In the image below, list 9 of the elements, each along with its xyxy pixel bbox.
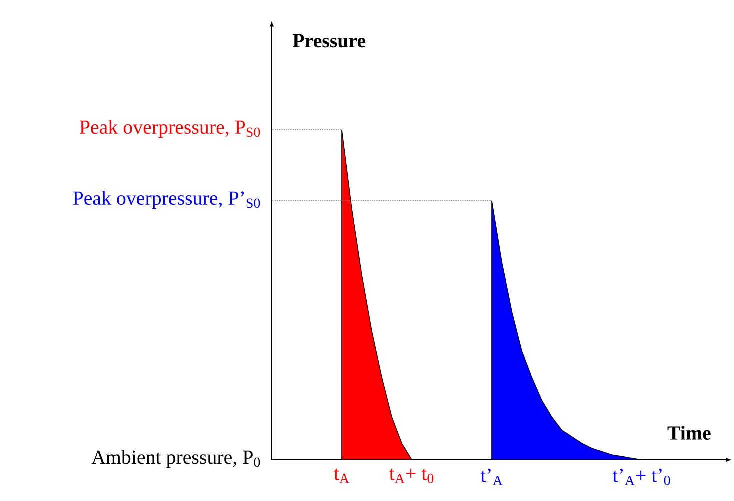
x-tick-label: t’$_{A}$ [480,468,503,486]
x-axis-title: Time [668,426,711,440]
ref-line-label: Ambient pressure, P$_{0}$ [92,450,260,468]
x-tick-label: t’$_{A}$+ t’$_{0}$ [612,468,670,486]
x-tick-label: t$_{A}$ [334,468,350,484]
ref-line-label: Peak overpressure, P$_{S0}$ [80,120,260,138]
ref-line-label: Peak overpressure, P’$_{S0}$ [73,191,260,210]
x-tick-label: t$_{A}$+ t$_{0}$ [390,468,434,484]
y-axis-title: Pressure [292,34,366,48]
